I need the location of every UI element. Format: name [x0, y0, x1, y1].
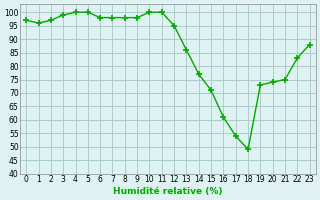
X-axis label: Humidité relative (%): Humidité relative (%)	[113, 187, 223, 196]
